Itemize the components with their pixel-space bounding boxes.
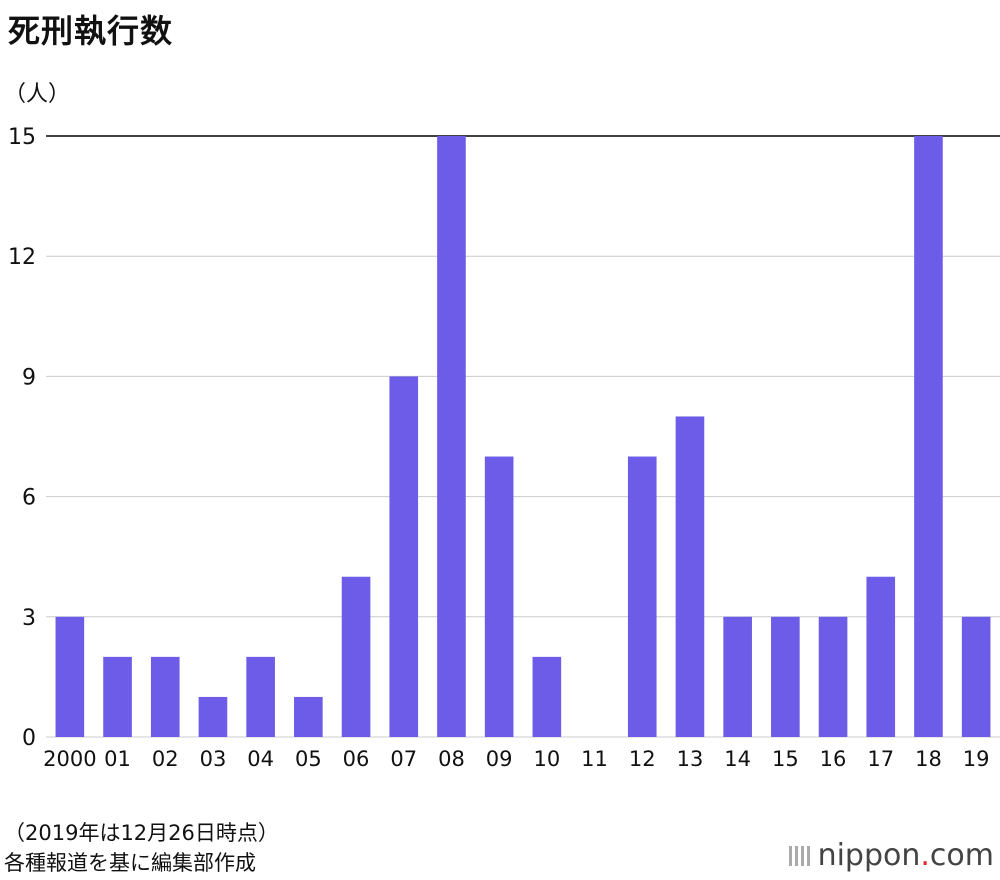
bar	[962, 617, 991, 737]
x-tick-label: 09	[486, 747, 513, 771]
x-tick-label: 08	[438, 747, 465, 771]
bar	[103, 657, 132, 737]
y-tick-labels: 0 3 6 9 12 15	[8, 125, 36, 751]
x-tick-label: 07	[390, 747, 417, 771]
bar	[914, 136, 943, 737]
y-tick-label: 6	[22, 486, 36, 511]
bar	[294, 697, 323, 737]
x-tick-label: 10	[533, 747, 560, 771]
bars	[56, 136, 991, 737]
x-tick-label: 03	[200, 747, 227, 771]
x-tick-label: 04	[247, 747, 274, 771]
x-tick-label: 15	[772, 747, 799, 771]
x-tick-label: 02	[152, 747, 179, 771]
footnote: （2019年は12月26日時点） 各種報道を基に編集部作成	[4, 818, 279, 878]
y-tick-label: 12	[8, 245, 36, 270]
y-tick-label: 0	[22, 726, 36, 751]
logo-dot: .	[920, 838, 930, 873]
bar	[389, 376, 418, 737]
x-tick-label: 18	[915, 747, 942, 771]
x-tick-label: 11	[581, 747, 608, 771]
logo-name: nippon	[818, 838, 921, 873]
bar	[676, 416, 705, 737]
footnote-source: 各種報道を基に編集部作成	[4, 848, 279, 878]
x-tick-labels: 2000 01 02 03 04 05 06 07 08 09 10 11 12 13 14 15 16 17 18…	[43, 747, 989, 771]
bar	[56, 617, 85, 737]
bar	[628, 457, 657, 737]
x-tick-label: 17	[867, 747, 894, 771]
y-tick-label: 3	[22, 606, 36, 631]
footnote-date: （2019年は12月26日時点）	[4, 818, 279, 848]
bar	[246, 657, 275, 737]
x-tick-label: 06	[343, 747, 370, 771]
bar	[771, 617, 800, 737]
nippon-logo: nippon. com	[789, 838, 994, 873]
bar	[723, 617, 752, 737]
bar	[533, 657, 562, 737]
bar	[866, 577, 895, 737]
logo-mark-icon	[789, 846, 810, 866]
y-tick-label: 9	[22, 365, 36, 390]
x-tick-label: 19	[963, 747, 990, 771]
logo-tld: com	[930, 838, 994, 873]
gridlines	[46, 136, 1000, 737]
bar	[819, 617, 848, 737]
bar	[151, 657, 180, 737]
bar	[199, 697, 228, 737]
x-tick-label: 05	[295, 747, 322, 771]
x-tick-label: 01	[104, 747, 131, 771]
x-tick-label: 2000	[43, 747, 96, 771]
bar	[485, 457, 514, 737]
x-tick-label: 14	[724, 747, 751, 771]
bar	[437, 136, 466, 737]
x-tick-label: 12	[629, 747, 656, 771]
bar	[342, 577, 371, 737]
x-tick-label: 13	[677, 747, 704, 771]
x-tick-label: 16	[820, 747, 847, 771]
y-tick-label: 15	[8, 125, 36, 150]
